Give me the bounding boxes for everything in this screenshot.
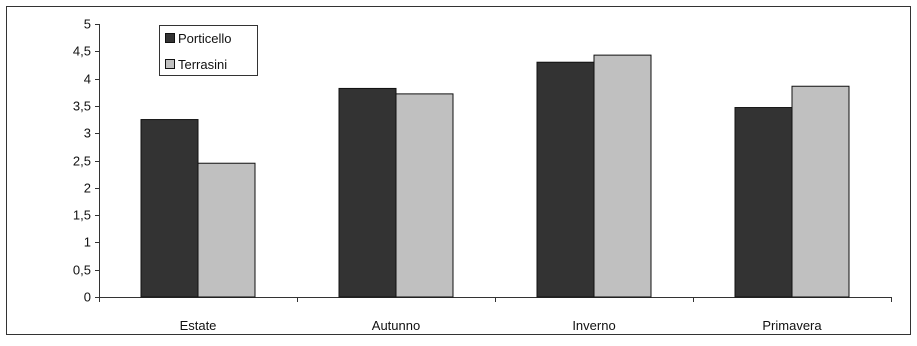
bar-terrasini-autunno <box>395 93 454 298</box>
y-tick-label: 4,5 <box>73 44 91 59</box>
legend-label-terrasini: Terrasini <box>178 57 227 72</box>
x-category-label: Estate <box>180 318 217 333</box>
bar-porticello-estate <box>140 119 199 298</box>
x-category-label: Primavera <box>762 318 822 333</box>
bar-porticello-inverno <box>536 61 595 298</box>
y-tick-label: 0 <box>84 290 91 305</box>
bar-terrasini-estate <box>197 162 256 298</box>
y-tick-label: 0,5 <box>73 263 91 278</box>
axis-labels: 0 0,5 1 1,5 2 2,5 3 3,5 4 4,5 5 Estate Autunno Invern… <box>73 17 822 334</box>
legend-swatch-terrasini <box>165 59 175 69</box>
y-tick-label: 3,5 <box>73 99 91 114</box>
bars <box>140 54 850 298</box>
legend-swatch-porticello <box>165 33 175 43</box>
bar-terrasini-primavera <box>791 85 850 298</box>
y-tick-label: 3 <box>84 126 91 141</box>
bar-porticello-autunno <box>338 87 397 298</box>
x-category-label: Autunno <box>372 318 420 333</box>
legend: Porticello Terrasini <box>159 25 258 76</box>
y-tick-label: 1,5 <box>73 208 91 223</box>
bar-porticello-primavera <box>734 107 793 298</box>
legend-label-porticello: Porticello <box>178 31 231 46</box>
x-category-label: Inverno <box>572 318 615 333</box>
legend-box <box>159 25 258 76</box>
y-tick-label: 2 <box>84 181 91 196</box>
bar-terrasini-inverno <box>593 54 652 298</box>
y-tick-label: 1 <box>84 235 91 250</box>
y-tick-label: 2,5 <box>73 154 91 169</box>
y-tick-label: 4 <box>84 72 91 87</box>
y-tick-label: 5 <box>84 17 91 32</box>
